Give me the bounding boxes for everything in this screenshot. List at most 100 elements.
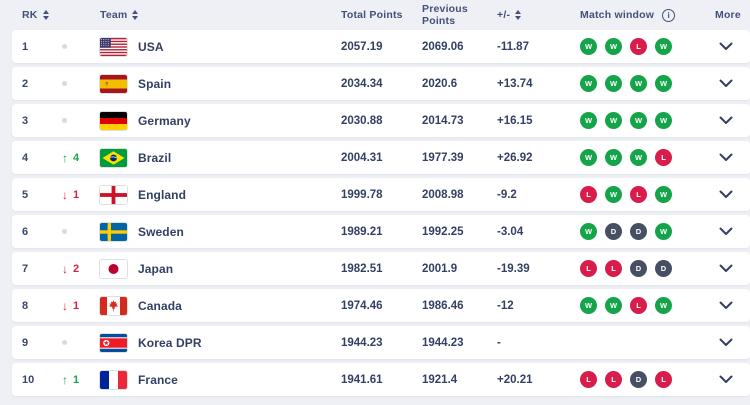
more-cell	[715, 151, 750, 164]
more-cell	[715, 299, 750, 312]
match-result-badge-d: D	[605, 223, 622, 240]
total-points: 1974.46	[341, 299, 383, 312]
match-result-badge-w: W	[580, 38, 597, 55]
rank-change	[62, 81, 100, 86]
total-points: 2034.34	[341, 77, 383, 90]
match-result-badge-l: L	[580, 371, 597, 388]
chevron-down-icon[interactable]	[717, 225, 735, 238]
match-result-badge-w: W	[580, 112, 597, 129]
column-header-team[interactable]: Team	[100, 9, 341, 21]
no-change-dot	[62, 44, 67, 49]
team-name: Sweden	[138, 224, 184, 239]
rank-change-value: 4	[73, 151, 80, 164]
column-label: Team	[100, 9, 128, 21]
chevron-down-icon[interactable]	[717, 262, 735, 275]
team-name: Canada	[138, 298, 182, 313]
sort-arrows-icon[interactable]	[42, 10, 49, 20]
points-change: -12	[497, 299, 514, 312]
rank-change-value: 2	[73, 262, 80, 275]
rank: 9	[22, 336, 29, 349]
match-result-badge-l: L	[630, 297, 647, 314]
previous-points: 1992.25	[422, 225, 464, 238]
chevron-down-icon[interactable]	[717, 77, 735, 90]
match-result-badge-w: W	[580, 223, 597, 240]
table-row[interactable]: 9 Korea DPR 1944.23 1944.23 -	[12, 326, 750, 359]
column-header-plus-minus[interactable]: +/-	[497, 9, 580, 21]
chevron-down-icon[interactable]	[717, 114, 735, 127]
flag-germany-icon	[100, 111, 127, 130]
total-points: 2030.88	[341, 114, 383, 127]
rank-down-arrow-icon: ↓	[62, 261, 68, 276]
match-result-badge-d: D	[630, 371, 647, 388]
previous-points: 2008.98	[422, 188, 464, 201]
match-result-badge-d: D	[630, 260, 647, 277]
previous-points: 2014.73	[422, 114, 464, 127]
match-result-badge-w: W	[580, 75, 597, 92]
previous-points: 1986.46	[422, 299, 464, 312]
more-cell	[715, 225, 750, 238]
match-result-badge-w: W	[605, 186, 622, 203]
rank: 8	[22, 299, 29, 312]
points-change: -3.04	[497, 225, 524, 238]
rank-up-arrow-icon: ↑	[62, 150, 68, 165]
match-result-badge-w: W	[605, 297, 622, 314]
chevron-down-icon[interactable]	[717, 188, 735, 201]
team-name: USA	[138, 39, 164, 54]
match-result-badge-w: W	[630, 149, 647, 166]
column-header-more: More	[715, 9, 750, 21]
chevron-down-icon[interactable]	[717, 40, 735, 53]
column-header-previous-points: Previous Points	[422, 3, 497, 27]
match-result-badge-d: D	[630, 223, 647, 240]
rank: 10	[22, 373, 35, 386]
flag-sweden-icon	[100, 222, 127, 241]
no-change-dot	[62, 118, 67, 123]
points-change: +13.74	[497, 77, 533, 90]
sort-arrows-icon[interactable]	[132, 10, 139, 20]
match-result-badge-w: W	[605, 149, 622, 166]
rank-change	[62, 340, 100, 345]
sort-arrows-icon[interactable]	[515, 10, 522, 20]
rank-change-value: 1	[73, 299, 80, 312]
column-label: Total Points	[341, 9, 403, 21]
points-change: +20.21	[497, 373, 533, 386]
chevron-down-icon[interactable]	[717, 373, 735, 386]
more-cell	[715, 373, 750, 386]
match-result-badge-w: W	[605, 112, 622, 129]
rank: 2	[22, 77, 29, 90]
column-label: Match window	[580, 9, 655, 21]
total-points: 1941.61	[341, 373, 383, 386]
match-result-badge-l: L	[605, 371, 622, 388]
points-change: +16.15	[497, 114, 533, 127]
chevron-down-icon[interactable]	[717, 336, 735, 349]
rank-down-arrow-icon: ↓	[62, 298, 68, 313]
rank-down-arrow-icon: ↓	[62, 187, 68, 202]
team-name: England	[138, 187, 187, 202]
match-result-badge-w: W	[655, 223, 672, 240]
rank-change: ↑ 1	[62, 374, 100, 386]
ranking-table: RK Team Total Points Previous Points +/-…	[0, 0, 750, 396]
column-header-rank[interactable]: RK	[22, 9, 100, 21]
previous-points: 2069.06	[422, 40, 464, 53]
match-result-badge-w: W	[605, 38, 622, 55]
match-result-badge-w: W	[580, 149, 597, 166]
chevron-down-icon[interactable]	[717, 299, 735, 312]
info-icon[interactable]	[662, 8, 676, 22]
chevron-down-icon[interactable]	[717, 151, 735, 164]
match-result-badge-d: D	[655, 260, 672, 277]
flag-england-icon	[100, 185, 127, 204]
